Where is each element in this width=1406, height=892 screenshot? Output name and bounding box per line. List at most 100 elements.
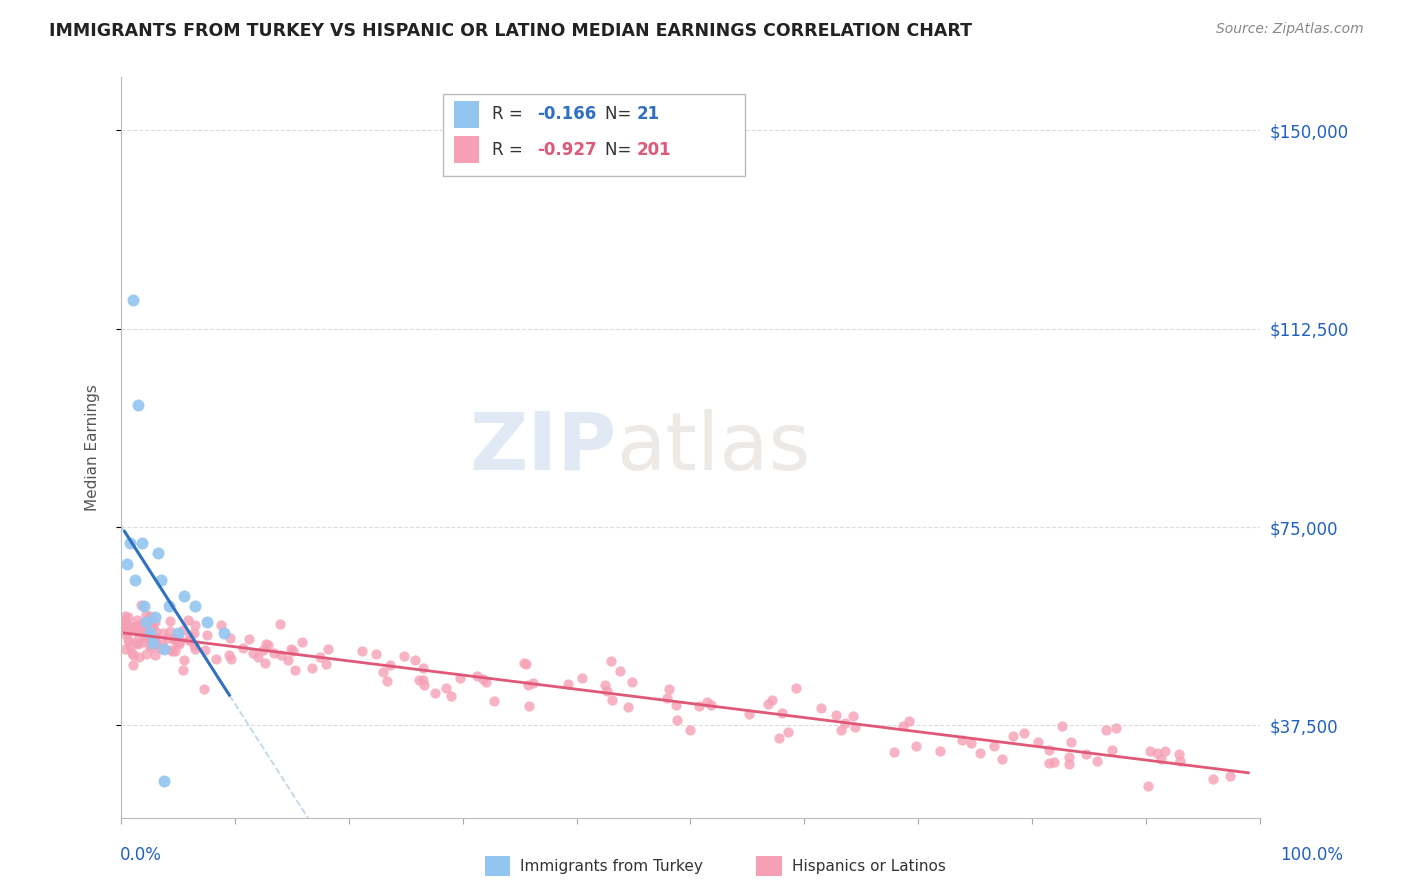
Point xyxy=(1137,780,1160,794)
Point xyxy=(212,625,235,640)
Point xyxy=(830,723,852,738)
Point xyxy=(517,678,540,692)
Point xyxy=(1101,743,1123,757)
Point xyxy=(125,613,148,627)
Point xyxy=(959,736,981,750)
Point xyxy=(139,608,162,623)
Text: R =: R = xyxy=(492,105,529,123)
Point xyxy=(474,674,496,689)
Point xyxy=(1085,754,1108,768)
Point xyxy=(593,678,616,692)
Point xyxy=(138,632,160,646)
Point xyxy=(252,642,274,657)
Point xyxy=(281,644,304,658)
Y-axis label: Median Earnings: Median Earnings xyxy=(86,384,100,511)
Point xyxy=(522,676,544,690)
Point xyxy=(1150,751,1173,765)
Point xyxy=(172,663,194,677)
Point xyxy=(143,610,166,624)
Text: N=: N= xyxy=(605,141,636,159)
Point xyxy=(969,746,991,760)
Point xyxy=(254,637,277,651)
Point xyxy=(776,724,799,739)
Point xyxy=(1042,755,1064,769)
Point xyxy=(1139,744,1161,758)
Point xyxy=(166,636,188,650)
Point xyxy=(219,631,242,645)
Point xyxy=(1154,744,1177,758)
Point xyxy=(991,752,1014,766)
Point xyxy=(600,693,623,707)
Point xyxy=(160,642,183,657)
Point xyxy=(277,652,299,666)
Point xyxy=(246,649,269,664)
Point xyxy=(156,631,179,645)
Point xyxy=(149,641,172,656)
Point xyxy=(143,634,166,648)
Point xyxy=(557,677,579,691)
Point xyxy=(425,686,447,700)
Point xyxy=(120,536,142,550)
Point xyxy=(157,599,180,614)
Point xyxy=(596,684,619,698)
Text: 21: 21 xyxy=(637,105,659,123)
Point xyxy=(195,628,218,642)
Point xyxy=(143,648,166,662)
Point xyxy=(219,651,242,665)
Point xyxy=(139,617,162,632)
Point xyxy=(408,673,430,687)
Text: Immigrants from Turkey: Immigrants from Turkey xyxy=(520,859,703,873)
Point xyxy=(162,632,184,646)
Point xyxy=(679,723,702,738)
Point xyxy=(127,398,149,412)
Point xyxy=(700,698,723,712)
Point xyxy=(122,658,145,673)
Point xyxy=(177,632,200,647)
Point xyxy=(124,573,146,587)
Point xyxy=(770,706,793,721)
Point xyxy=(165,644,187,658)
Point xyxy=(153,641,176,656)
Point xyxy=(172,623,194,637)
Point xyxy=(484,693,506,707)
Point xyxy=(785,681,807,696)
Point xyxy=(128,650,150,665)
Point xyxy=(184,618,207,632)
Point xyxy=(657,690,679,705)
Point xyxy=(136,631,159,645)
Text: 100.0%: 100.0% xyxy=(1279,846,1343,863)
Point xyxy=(121,620,143,634)
Point xyxy=(114,609,136,624)
Point xyxy=(1201,772,1223,786)
Point xyxy=(129,620,152,634)
Text: IMMIGRANTS FROM TURKEY VS HISPANIC OR LATINO MEDIAN EARNINGS CORRELATION CHART: IMMIGRANTS FROM TURKEY VS HISPANIC OR LA… xyxy=(49,22,972,40)
Point xyxy=(138,630,160,644)
Point xyxy=(929,744,952,758)
Point xyxy=(891,719,914,733)
Point xyxy=(392,649,415,664)
Point xyxy=(269,616,291,631)
Point xyxy=(373,665,395,680)
Point xyxy=(138,638,160,652)
Point xyxy=(756,697,779,711)
Point xyxy=(465,669,488,683)
Point xyxy=(472,672,495,686)
Point xyxy=(183,642,205,657)
Point xyxy=(139,626,162,640)
Point xyxy=(132,599,155,614)
Point xyxy=(114,614,136,628)
Point xyxy=(1060,735,1083,749)
Point xyxy=(135,607,157,622)
Point xyxy=(1002,729,1025,743)
Point xyxy=(179,632,201,647)
Point xyxy=(1146,747,1168,761)
Point xyxy=(209,618,232,632)
Point xyxy=(162,644,184,658)
Point xyxy=(696,694,718,708)
Point xyxy=(205,652,228,666)
Point xyxy=(1057,750,1080,764)
Point xyxy=(883,745,905,759)
Point xyxy=(364,648,387,662)
Point xyxy=(138,625,160,640)
Point xyxy=(232,641,254,656)
